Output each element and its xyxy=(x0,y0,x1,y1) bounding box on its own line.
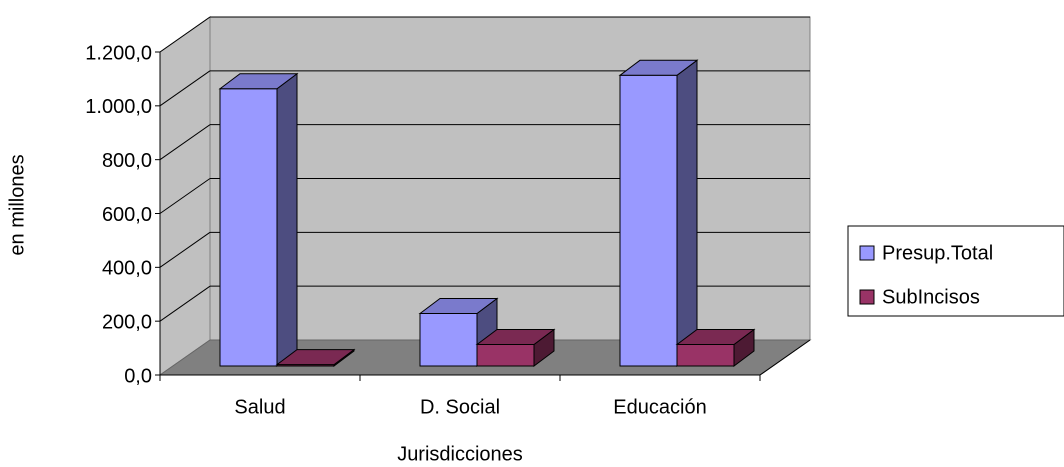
bar-face xyxy=(219,88,278,367)
bar-face xyxy=(418,298,499,315)
floor-edge xyxy=(759,339,811,376)
bar-face xyxy=(476,343,535,367)
legend-label: SubIncisos xyxy=(882,286,980,308)
x-tick-label: D. Social xyxy=(420,396,500,418)
bar-face xyxy=(619,74,678,367)
y-tick-label: 400,0 xyxy=(102,258,152,280)
x-tick-label: Educación xyxy=(613,396,706,418)
bar-face xyxy=(618,59,699,76)
legend-swatch xyxy=(859,289,875,305)
bar-face xyxy=(218,73,299,90)
grid-line xyxy=(159,178,211,214)
bar xyxy=(218,72,299,367)
bar xyxy=(675,328,756,367)
bar-face xyxy=(676,343,735,367)
legend-label: Presup.Total xyxy=(882,242,993,264)
grid-line xyxy=(159,285,211,322)
y-tick-label: 800,0 xyxy=(102,150,152,172)
legend-swatch xyxy=(859,245,875,261)
bar-face xyxy=(675,328,756,345)
y-tick-label: 600,0 xyxy=(102,204,152,226)
y-axis-title: en millones xyxy=(6,154,28,255)
grid-line xyxy=(159,124,211,161)
legend xyxy=(847,225,1064,317)
bar xyxy=(275,348,356,367)
bar xyxy=(475,328,556,367)
grid-line xyxy=(159,16,211,53)
y-tick-label: 200,0 xyxy=(102,311,152,333)
bar xyxy=(618,59,699,367)
bar-face xyxy=(275,349,356,366)
y-tick-label: 0,0 xyxy=(124,365,152,387)
y-tick-label: 1.000,0 xyxy=(85,96,152,118)
bar-face xyxy=(419,313,478,367)
bar-face xyxy=(276,72,298,367)
bar-face xyxy=(676,59,698,367)
grid-line xyxy=(159,231,211,268)
x-tick-label: Salud xyxy=(234,396,285,418)
grid-line xyxy=(159,70,211,107)
x-axis-title: Jurisdicciones xyxy=(397,443,523,465)
bar-face xyxy=(475,328,556,345)
y-tick-label: 1.200,0 xyxy=(85,42,152,64)
